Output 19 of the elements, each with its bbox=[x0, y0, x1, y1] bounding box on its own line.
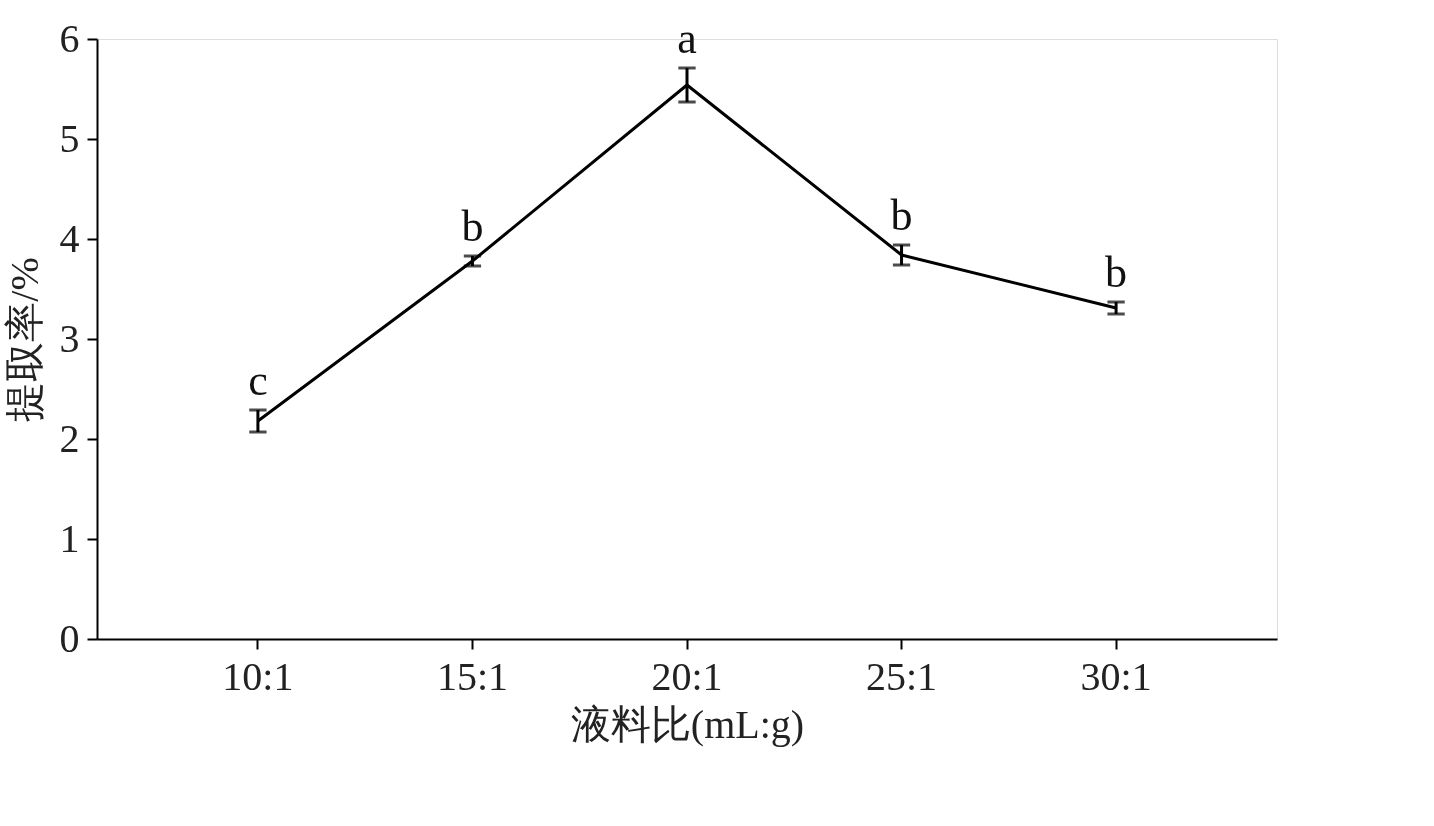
y-axis-title: 提取率/% bbox=[1, 257, 47, 422]
annotation: b bbox=[890, 191, 913, 240]
annotation: b bbox=[461, 202, 484, 251]
x-tick-label: 25:1 bbox=[865, 653, 938, 699]
x-tick-label: 15:1 bbox=[436, 653, 509, 699]
x-tick-label: 20:1 bbox=[651, 653, 723, 699]
y-tick-label: 1 bbox=[59, 515, 80, 561]
x-tick-label: 10:1 bbox=[222, 653, 294, 699]
annotation: c bbox=[248, 356, 268, 405]
y-tick-label: 2 bbox=[59, 415, 80, 461]
y-tick-label: 4 bbox=[59, 215, 80, 261]
y-tick-label: 0 bbox=[59, 615, 80, 661]
x-axis-title: 液料比(mL:g) bbox=[570, 701, 805, 747]
y-tick-label: 3 bbox=[59, 315, 80, 361]
y-tick-label: 6 bbox=[59, 15, 80, 61]
annotation: b bbox=[1105, 248, 1128, 297]
x-tick-label: 30:1 bbox=[1080, 653, 1152, 699]
annotation: a bbox=[677, 14, 697, 63]
y-tick-label: 5 bbox=[59, 115, 80, 161]
